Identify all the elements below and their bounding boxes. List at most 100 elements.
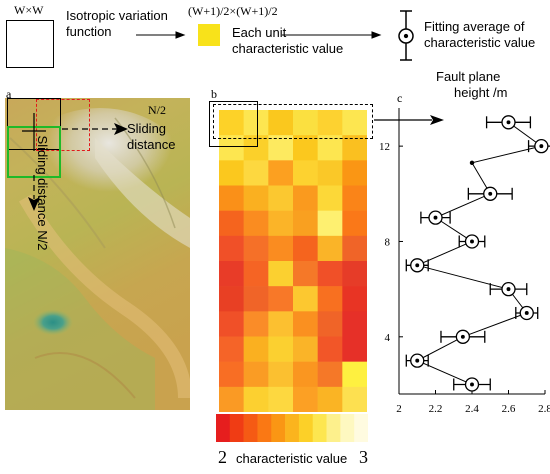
sliding-distance-label-line1: Sliding bbox=[127, 121, 167, 136]
heatmap-cell bbox=[219, 361, 244, 388]
panel-a-tag: a bbox=[6, 87, 12, 101]
heatmap-cell bbox=[293, 286, 318, 312]
colorbar-swatch bbox=[216, 414, 231, 442]
heatmap-cell bbox=[293, 110, 318, 136]
heatmap-cell bbox=[342, 110, 367, 136]
heatmap-cell bbox=[293, 261, 318, 287]
heatmap-cell bbox=[219, 286, 244, 312]
heatmap-cell bbox=[219, 160, 244, 186]
heatmap-cell bbox=[293, 361, 318, 388]
heatmap-cell bbox=[243, 135, 269, 161]
heatmap-cell bbox=[342, 235, 367, 262]
heatmap-cell bbox=[268, 336, 294, 362]
sliding-arrows bbox=[22, 113, 128, 211]
unit-value-label-line2: characteristic value bbox=[232, 41, 344, 56]
heatmap-cell bbox=[342, 361, 367, 388]
heatmap-window-box bbox=[209, 101, 258, 147]
half-window-label: N/2 bbox=[148, 103, 166, 117]
colorbar-swatch bbox=[312, 414, 327, 442]
heatmap-cell bbox=[342, 311, 367, 337]
iv-function-label-line1: Isotropic variation bbox=[66, 8, 168, 23]
error-bar-point bbox=[405, 353, 429, 368]
heatmap-cell bbox=[268, 185, 294, 211]
heatmap-cell bbox=[293, 210, 318, 237]
sliding-distance-label-line2: distance bbox=[127, 137, 176, 152]
heatmap-cell bbox=[342, 286, 367, 312]
error-bar-point bbox=[489, 281, 528, 297]
x-tick-label: 2.2 bbox=[429, 403, 443, 415]
heatmap-cell bbox=[268, 110, 294, 136]
error-bar-point bbox=[467, 186, 513, 201]
error-bar-point bbox=[420, 210, 451, 225]
colorbar bbox=[216, 414, 368, 442]
heatmap-cell bbox=[219, 185, 244, 211]
y-axis-label-line2: height /m bbox=[454, 85, 508, 100]
error-bar-point bbox=[527, 138, 550, 154]
colorbar-max-label: 3 bbox=[359, 447, 368, 467]
heatmap-cell bbox=[293, 386, 318, 412]
heatmap-cell bbox=[342, 135, 367, 161]
heatmap-cell bbox=[268, 160, 294, 186]
heatmap-cell bbox=[317, 110, 343, 136]
heatmap-cell bbox=[342, 160, 367, 186]
fit-average-label-line1: Fitting average of bbox=[424, 19, 525, 34]
heatmap-cell bbox=[317, 361, 343, 388]
heatmap-cell bbox=[243, 336, 269, 362]
heatmap-cell bbox=[268, 361, 294, 388]
heatmap-cell bbox=[219, 210, 244, 237]
heatmap-cell bbox=[268, 261, 294, 287]
x-tick-label: 2.4 bbox=[465, 403, 479, 415]
window-size-label: W×W bbox=[14, 3, 44, 17]
heatmap-cell bbox=[268, 235, 294, 262]
vertical-sliding-label: Sliding distance N/2 bbox=[35, 135, 50, 251]
heatmap-cell bbox=[317, 235, 343, 262]
error-bar-point bbox=[458, 234, 486, 249]
heatmap-cell bbox=[293, 160, 318, 186]
heatmap-cell bbox=[219, 235, 244, 262]
heatmap-row-box-dashed bbox=[213, 104, 373, 139]
heatmap-cell bbox=[219, 135, 244, 161]
y-tick-label: 8 bbox=[385, 236, 391, 248]
heatmap-cell bbox=[317, 336, 343, 362]
heatmap-cell bbox=[317, 261, 343, 287]
error-bar-point bbox=[453, 377, 491, 392]
heatmap-cell bbox=[268, 286, 294, 312]
heatmap-cell bbox=[219, 311, 244, 337]
heatmap-cell bbox=[317, 160, 343, 186]
colorbar-swatch bbox=[271, 414, 286, 442]
heatmap-cell bbox=[317, 386, 343, 412]
heatmap-cell bbox=[317, 286, 343, 312]
colorbar-swatch bbox=[298, 414, 314, 442]
heatmap-cell bbox=[219, 336, 244, 362]
error-bar-point bbox=[405, 258, 429, 273]
fit-line bbox=[415, 121, 543, 385]
unit-formula-label: (W+1)/2×(W+1)/2 bbox=[188, 4, 278, 18]
heatmap-cell bbox=[243, 386, 269, 412]
colorbar-swatch bbox=[326, 414, 341, 442]
heatmap-cell bbox=[293, 185, 318, 211]
row-to-chart-arrow bbox=[374, 115, 444, 125]
panel-b-tag: b bbox=[211, 87, 217, 101]
heatmap-cell bbox=[243, 361, 269, 388]
error-bar-chart: 4 8 12 2 2.2 2.4 2.6 2.8 bbox=[379, 108, 550, 415]
colorbar-swatch bbox=[340, 414, 355, 442]
colorbar-swatch bbox=[257, 414, 272, 442]
heatmap-cell bbox=[293, 235, 318, 262]
heatmap-cell bbox=[317, 210, 343, 237]
heatmap-cell bbox=[243, 185, 269, 211]
error-bar-point bbox=[515, 305, 539, 321]
heatmap-cell bbox=[268, 311, 294, 337]
heatmap-cell bbox=[268, 210, 294, 237]
x-tick-label: 2.6 bbox=[502, 403, 516, 415]
heatmap-cell bbox=[243, 311, 269, 337]
iv-function-label-line2: function bbox=[66, 24, 112, 39]
legend-arrows bbox=[136, 31, 382, 39]
heatmap-cell bbox=[268, 135, 294, 161]
heatmap-cell bbox=[268, 386, 294, 412]
y-axis-label-line1: Fault plane bbox=[436, 69, 501, 84]
y-tick-label: 12 bbox=[379, 141, 390, 153]
heatmap-grid bbox=[219, 110, 367, 412]
fit-average-label-line2: characteristic value bbox=[424, 35, 536, 50]
heatmap-cell bbox=[342, 261, 367, 287]
heatmap-cell bbox=[317, 311, 343, 337]
